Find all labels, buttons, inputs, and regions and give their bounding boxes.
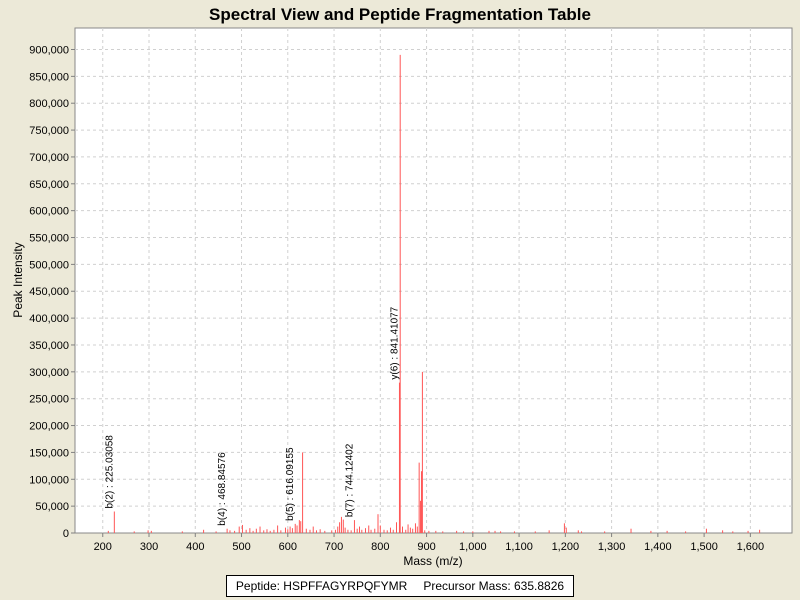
y-axis-label: Peak Intensity: [11, 242, 25, 317]
y-tick-label: 450,000: [29, 286, 69, 298]
x-tick-label: 400: [186, 541, 204, 553]
y-tick-label: 600,000: [29, 206, 69, 218]
x-tick-label: 1,600: [737, 541, 765, 553]
peak-annotation-label: y(6) : 841.41077: [389, 306, 400, 379]
peptide-caption: Peptide: HSPFFAGYRPQFYMR Precursor Mass:…: [226, 575, 574, 597]
y-tick-label: 750,000: [29, 125, 69, 137]
y-tick-label: 700,000: [29, 152, 69, 164]
y-tick-label: 50,000: [35, 501, 69, 513]
peak-series: [107, 54, 761, 533]
x-tick-label: 500: [232, 541, 250, 553]
y-tick-label: 850,000: [29, 71, 69, 83]
chart-title: Spectral View and Peptide Fragmentation …: [209, 5, 591, 24]
x-tick-label: 600: [279, 541, 297, 553]
y-tick-label: 500,000: [29, 259, 69, 271]
peak-annotation-label: b(7) : 744.12402: [344, 443, 355, 517]
x-tick-label: 1,100: [505, 541, 533, 553]
precursor-mass-label: Precursor Mass: 635.8826: [423, 579, 565, 593]
y-tick-label: 650,000: [29, 179, 69, 191]
y-tick-label: 900,000: [29, 44, 69, 56]
x-tick-label: 1,300: [598, 541, 626, 553]
x-tick-label: 800: [371, 541, 389, 553]
x-tick-label: 1,400: [644, 541, 672, 553]
peak-annotation-label: b(4) : 468.84576: [217, 452, 228, 526]
y-tick-label: 250,000: [29, 394, 69, 406]
y-tick-label: 200,000: [29, 421, 69, 433]
peptide-label: Peptide: HSPFFAGYRPQFYMR: [235, 579, 408, 593]
x-tick-label: 700: [325, 541, 343, 553]
x-tick-label: 1,200: [552, 541, 580, 553]
x-tick-label: 300: [140, 541, 158, 553]
y-tick-label: 300,000: [29, 367, 69, 379]
peak-annotations: b(2) : 225.03058 b(4) : 468.84576 b(5) : 6…: [104, 306, 400, 525]
y-tick-label: 100,000: [29, 474, 69, 486]
x-tick-label: 1,500: [690, 541, 718, 553]
x-tick-label: 900: [417, 541, 435, 553]
y-tick-label: 550,000: [29, 233, 69, 245]
y-tick-label: 150,000: [29, 447, 69, 459]
plot-area: [74, 27, 793, 534]
y-tick-label: 800,000: [29, 98, 69, 110]
peak-annotation-label: b(5) : 616.09155: [285, 447, 296, 521]
x-tick-label: 200: [94, 541, 112, 553]
x-tick-label: 1,000: [459, 541, 487, 553]
y-tick-label: 0: [63, 528, 69, 540]
peak-annotation-label: b(2) : 225.03058: [104, 435, 115, 509]
grid-lines: [75, 28, 792, 533]
y-tick-label: 400,000: [29, 313, 69, 325]
y-tick-label: 350,000: [29, 340, 69, 352]
x-axis-label: Mass (m/z): [403, 554, 462, 568]
axes: 0 50,000 100,000 150,000 200,000 250,000 300,0…: [29, 44, 764, 553]
